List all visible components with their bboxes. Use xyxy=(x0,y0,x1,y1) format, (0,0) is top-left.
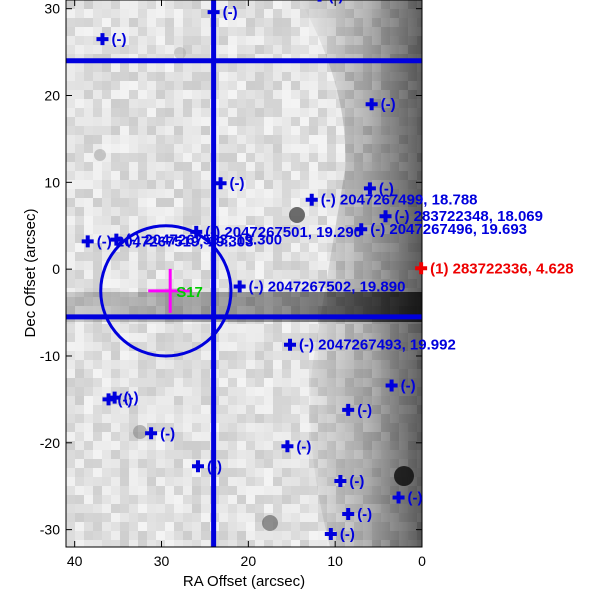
target-point xyxy=(415,262,428,275)
catalog-point-label: (-) xyxy=(124,390,139,407)
catalog-point-label: (-) xyxy=(329,0,344,5)
catalog-point-label: (-) 2047267501, 19.290 xyxy=(205,224,362,241)
catalog-point xyxy=(110,233,123,246)
catalog-point xyxy=(305,193,318,206)
catalog-point xyxy=(392,491,405,504)
catalog-point xyxy=(190,225,203,238)
catalog-point xyxy=(191,460,204,473)
search-circle xyxy=(99,224,233,358)
catalog-point-label: (-) xyxy=(381,96,396,113)
catalog-point-label: (-) xyxy=(340,526,355,543)
catalog-point xyxy=(342,508,355,521)
catalog-point xyxy=(342,403,355,416)
catalog-point xyxy=(214,177,227,190)
catalog-point xyxy=(81,235,94,248)
catalog-point xyxy=(207,6,220,19)
catalog-point-label: (-) xyxy=(357,506,372,523)
catalog-point xyxy=(324,527,337,540)
catalog-point xyxy=(363,182,376,195)
catalog-point-label: (-) xyxy=(223,4,238,21)
y-tick-label: -30 xyxy=(40,522,60,538)
x-tick-label: 40 xyxy=(67,553,83,569)
catalog-point-label: (-) xyxy=(160,425,175,442)
catalog-point xyxy=(145,427,158,440)
y-tick-label: 20 xyxy=(44,88,60,104)
catalog-point-label: (-) xyxy=(207,458,222,475)
catalog-point xyxy=(365,98,378,111)
catalog-point-label: (-) xyxy=(401,378,416,395)
catalog-point-label: (-) xyxy=(357,402,372,419)
catalog-point-label: (-) 2047267496, 19.693 xyxy=(370,221,527,238)
catalog-point xyxy=(233,280,246,293)
catalog-point xyxy=(284,338,297,351)
catalog-point-label: (-) 2047267519, 19.303 xyxy=(97,233,254,250)
catalog-point xyxy=(108,391,121,404)
catalog-point-label: (-) xyxy=(379,180,394,197)
x-tick-label: 10 xyxy=(327,553,343,569)
catalog-point-label: (-) xyxy=(349,473,364,490)
x-tick-label: 30 xyxy=(154,553,170,569)
sky-image xyxy=(66,0,422,547)
catalog-point-label: (-) 283722348, 18.069 xyxy=(395,208,543,225)
y-axis-label: Dec Offset (arcsec) xyxy=(22,209,39,338)
catalog-point xyxy=(96,33,109,46)
catalog-point xyxy=(385,379,398,392)
catalog-point-label: (-) xyxy=(118,391,133,408)
catalog-point-label: (-) xyxy=(230,175,245,192)
catalog-point xyxy=(281,440,294,453)
x-axis-label: RA Offset (arcsec) xyxy=(183,573,305,590)
target-point-label: (1) 283722336, 4.628 xyxy=(430,260,573,277)
catalog-point-label: (-) 2047267503, 19.300 xyxy=(125,232,282,249)
catalog-point xyxy=(317,0,322,2)
catalog-point-label: (-) xyxy=(296,438,311,455)
x-tick-label: 20 xyxy=(241,553,257,569)
catalog-point xyxy=(334,475,347,488)
catalog-point-label: (-) xyxy=(408,490,423,507)
catalog-point-label: (-) 2047267502, 19.890 xyxy=(249,279,406,296)
y-tick-label: 30 xyxy=(44,1,60,17)
catalog-point xyxy=(355,223,368,236)
catalog-point-label: (-) 2047267493, 19.992 xyxy=(299,337,456,354)
region-label: S17 xyxy=(176,284,203,301)
y-tick-label: -10 xyxy=(40,348,60,364)
catalog-point xyxy=(102,393,115,406)
y-tick-label: 10 xyxy=(44,174,60,190)
y-tick-label: 0 xyxy=(52,261,60,277)
catalog-point-label: (-) xyxy=(111,31,126,48)
catalog-point-label: (-) 2047267499, 18.788 xyxy=(321,192,478,209)
x-tick-label: 0 xyxy=(418,553,426,569)
y-tick-label: -20 xyxy=(40,435,60,451)
catalog-point xyxy=(379,210,392,223)
